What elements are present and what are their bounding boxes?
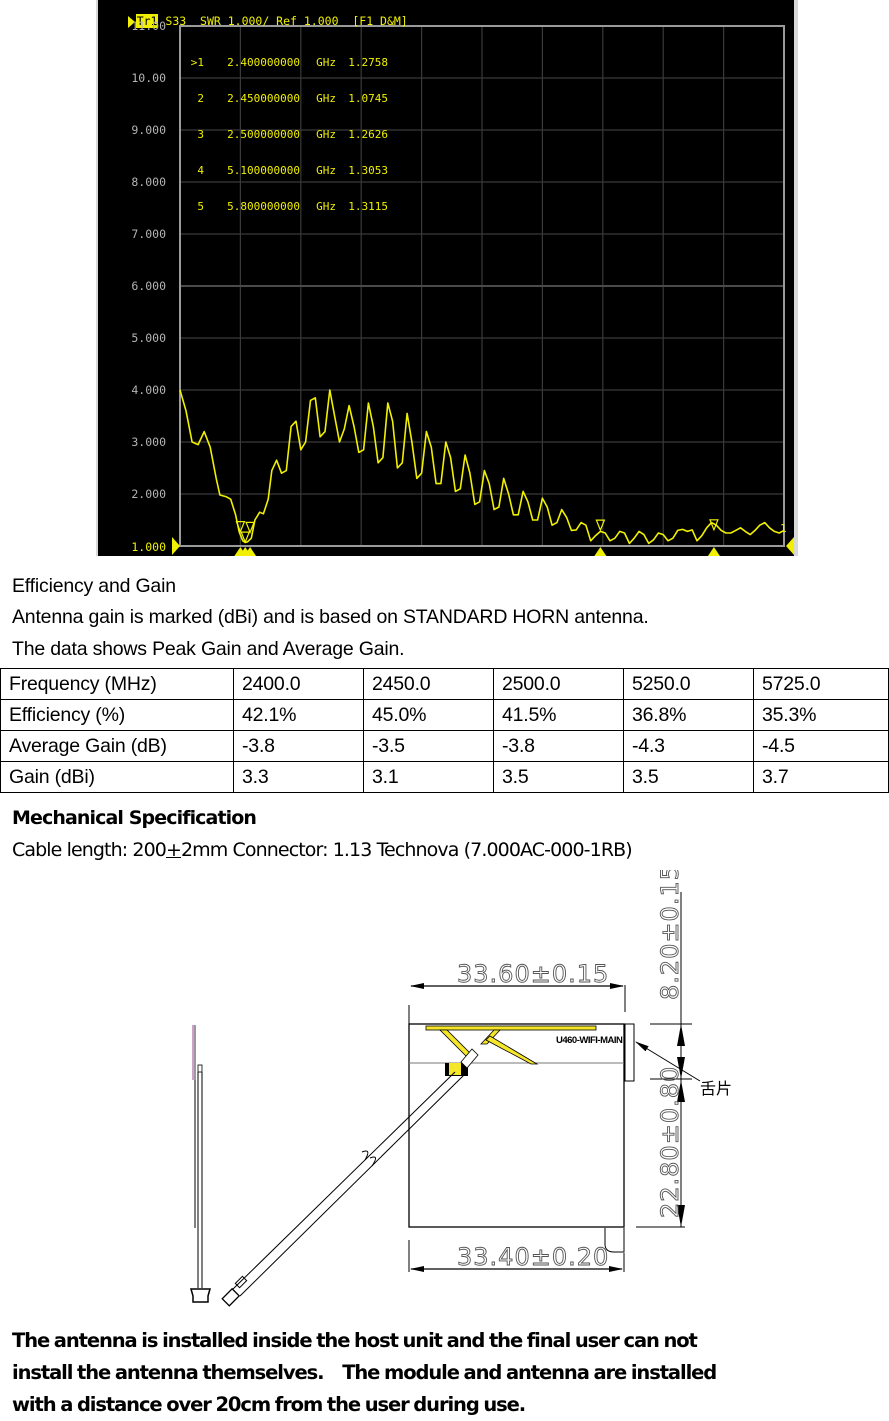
marker-position-icon: [707, 547, 720, 556]
connector-text: 2mm Connector: 1.13 Technova (7.000AC-00…: [180, 839, 633, 861]
trace-settings: S33 SWR 1.000/ Ref 1.000 [F1 D&M]: [158, 14, 408, 28]
coax-cable: [221, 1048, 479, 1307]
swr-trace: [179, 389, 785, 545]
dimension-top-width: 33.60±0.15: [408, 960, 626, 1040]
table-cell: 2450.0: [363, 668, 494, 700]
swr-plot: 1: [172, 25, 794, 556]
y-tick-label: 8.000: [131, 175, 166, 189]
marker-triangle-icon: [595, 519, 606, 532]
table-header-cell: Average Gain (dB): [0, 730, 234, 762]
table-cell: -4.5: [753, 730, 889, 762]
trace-label: Tr1: [135, 14, 159, 28]
cable-length-text: Cable length: 200: [12, 839, 167, 861]
side-view: [190, 1025, 211, 1303]
marker-position-icon: [594, 547, 607, 556]
table-cell: 3.3: [233, 761, 364, 793]
dim-top-width-label: 33.60±0.15: [457, 960, 609, 988]
table-header-cell: Efficiency (%): [0, 699, 234, 731]
y-tick-label: 2.000: [131, 487, 166, 501]
y-tick-label: 10.00: [131, 71, 166, 85]
marker-table: >1 2.400000000 GHz 1.2758 2 2.450000000 GHz 1.…: [182, 33, 388, 237]
plot-frame: [179, 25, 785, 547]
table-row-frequency: Frequency (MHz) 2400.0 2450.0 2500.0 525…: [0, 668, 889, 700]
trace-end-label: 1: [780, 522, 787, 535]
mechanical-spec-heading: Mechanical Specification: [12, 807, 257, 829]
marker-triangle-icon: [709, 519, 719, 532]
table-row-average-gain: Average Gain (dB) -3.8 -3.5 -3.8 -4.3 -4…: [0, 730, 889, 762]
marker-triangle-icon: [245, 521, 255, 534]
y-reference-label: 1.000: [131, 540, 166, 554]
table-cell: 3.7: [753, 761, 889, 793]
trace-active-triangle-icon: [127, 15, 135, 28]
table-cell: 5725.0: [753, 668, 889, 700]
table-cell: 3.5: [493, 761, 624, 793]
table-cell: 36.8%: [623, 699, 754, 731]
table-row-gain: Gain (dBi) 3.3 3.1 3.5 3.5 3.7: [0, 761, 889, 793]
vna-title-bar: Tr1 S33 SWR 1.000/ Ref 1.000 [F1 D&M]: [100, 0, 408, 28]
table-row-efficiency: Efficiency (%) 42.1% 45.0% 41.5% 36.8% 3…: [0, 699, 889, 731]
reference-left-arrow-icon: [172, 537, 180, 555]
efficiency-description-line1: Antenna gain is marked (dBi) and is base…: [12, 606, 649, 628]
statement-line2: install the antenna themselves. The modu…: [12, 1361, 717, 1384]
statement-line1: The antenna is installed inside the host…: [12, 1329, 698, 1352]
table-cell: -4.3: [623, 730, 754, 762]
y-tick-label: 9.000: [131, 123, 166, 137]
table-cell: -3.8: [233, 730, 364, 762]
table-header-cell: Frequency (MHz): [0, 668, 234, 700]
table-cell: 3.1: [363, 761, 494, 793]
table-cell: 3.5: [623, 761, 754, 793]
dim-body-height-label: 22.80±0.80: [656, 1066, 684, 1218]
connector-icon: [221, 1287, 241, 1307]
marker-row: 4 5.100000000 GHz 1.3053: [197, 164, 388, 177]
table-cell: 2400.0: [233, 668, 364, 700]
dimension-right: 8.20±0.15 22.80±0.80 舌片: [635, 870, 732, 1228]
y-tick-label: 7.000: [131, 227, 166, 241]
efficiency-gain-table: Frequency (MHz) 2400.0 2450.0 2500.0 525…: [0, 668, 889, 793]
cable-spec-line: Cable length: 200+2mm Connector: 1.13 Te…: [12, 839, 633, 861]
tab-callout-label: 舌片: [700, 1080, 732, 1098]
table-cell: 5250.0: [623, 668, 754, 700]
part-number-label: U460-WIFI-MAIN: [556, 1035, 623, 1046]
dimension-bottom-width: 33.40±0.20: [408, 1240, 625, 1272]
marker-triangle-icon: [235, 521, 246, 534]
table-cell: 41.5%: [493, 699, 624, 731]
y-tick-label: 3.000: [131, 435, 166, 449]
plus-minus-symbol: +: [165, 839, 182, 861]
y-tick-label: 11.00: [131, 19, 166, 33]
vna-screenshot: 1 Tr1 S33 SWR 1.000/ Ref 1.000 [F1 D&M] …: [96, 0, 798, 556]
y-tick-label: 4.000: [131, 383, 166, 397]
efficiency-description-line2: The data shows Peak Gain and Average Gai…: [12, 638, 405, 660]
marker-row: >1 2.400000000 GHz 1.2758: [190, 56, 388, 69]
connector-side-icon: [190, 1288, 211, 1303]
dim-bottom-width-label: 33.40±0.20: [457, 1243, 609, 1271]
table-header-cell: Gain (dBi): [0, 761, 234, 793]
marker-row: 3 2.500000000 GHz 1.2626: [197, 128, 388, 141]
marker-position-icon: [244, 547, 257, 556]
efficiency-heading: Efficiency and Gain: [12, 575, 176, 597]
installation-statement: The antenna is installed inside the host…: [12, 1325, 872, 1421]
dim-tab-height-label: 8.20±0.15: [656, 870, 684, 1000]
reference-right-arrow-icon: [786, 537, 794, 555]
table-cell: 35.3%: [753, 699, 889, 731]
mechanical-drawing: 33.60±0.15 U460-WIFI-MAIN 8.20±0.15 22.8…: [190, 870, 732, 1307]
table-cell: 45.0%: [363, 699, 494, 731]
table-cell: -3.8: [493, 730, 624, 762]
marker-row: 5 5.800000000 GHz 1.3115: [197, 200, 388, 213]
y-tick-label: 6.000: [131, 279, 166, 293]
y-tick-label: 5.000: [131, 331, 166, 345]
marker-row: 2 2.450000000 GHz 1.0745: [197, 92, 388, 105]
statement-line3: with a distance over 20cm from the user …: [12, 1393, 526, 1416]
table-cell: 2500.0: [493, 668, 624, 700]
table-cell: -3.5: [363, 730, 494, 762]
antenna-body: U460-WIFI-MAIN: [408, 1023, 635, 1253]
table-cell: 42.1%: [233, 699, 364, 731]
marker-triangle-icon: [240, 531, 251, 544]
